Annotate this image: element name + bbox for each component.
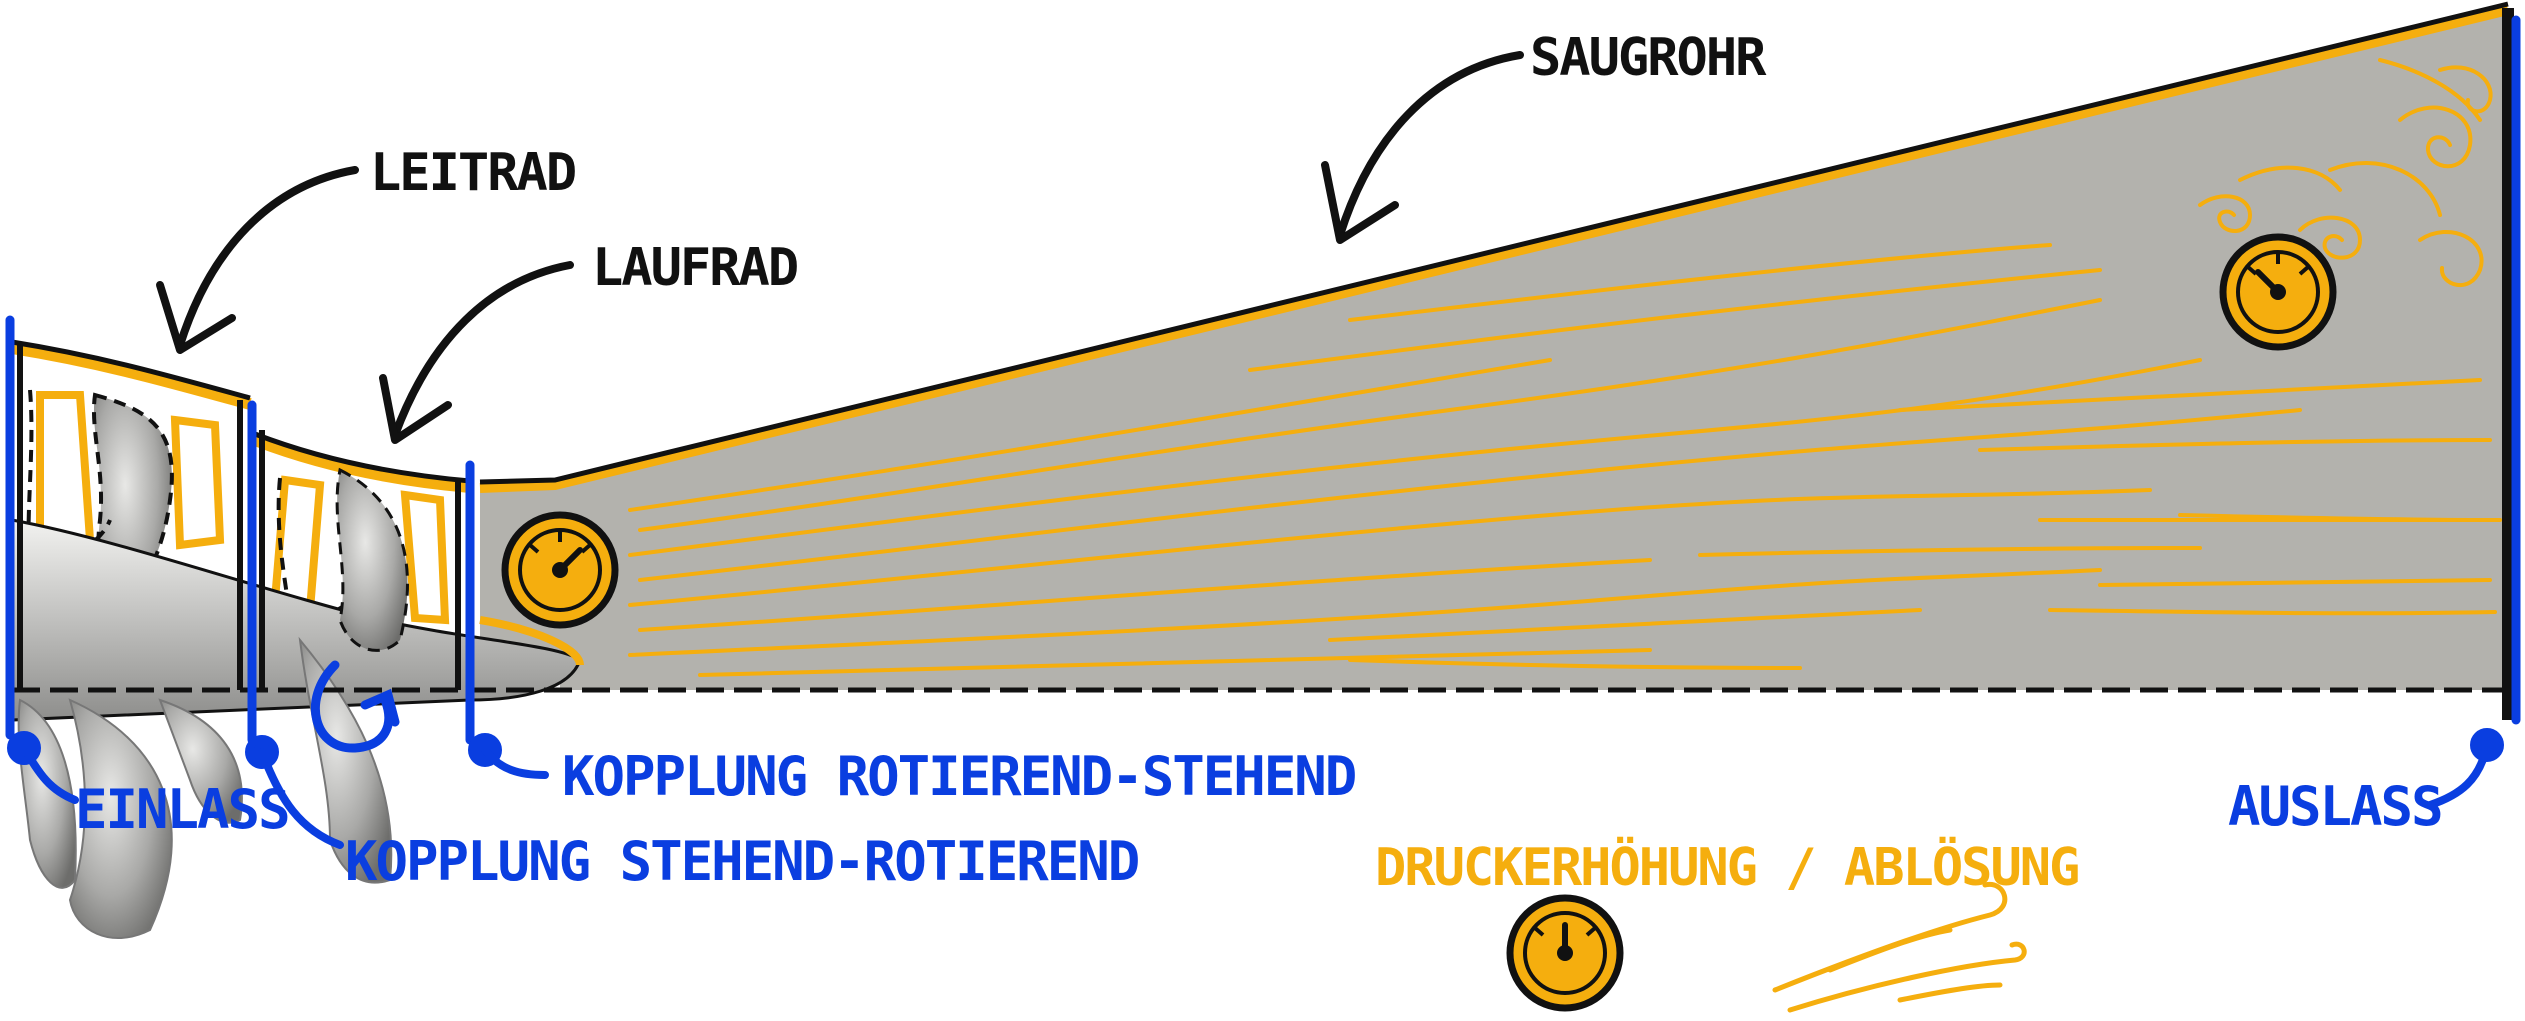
label-kopplung-rotierend-stehend: KOPPLUNG ROTIEREND-STEHEND [562, 745, 1356, 808]
draft-tube [479, 1, 2514, 720]
hub-tip-outline [479, 616, 584, 666]
label-leitrad: LEITRAD [370, 143, 575, 203]
stator-shroud [11, 342, 252, 410]
label-auslass: AUSLASS [2228, 775, 2442, 838]
runner-shroud-outline [254, 431, 471, 484]
pressure-gauge-icon [2219, 233, 2337, 351]
draft-tube-top-wall [479, 5, 2510, 493]
draft-tube-top-outline [479, 1, 2509, 485]
saugrohr-arrow [1336, 51, 1524, 239]
laufrad-arrow [391, 261, 574, 439]
stator-blade-window [170, 415, 225, 550]
separation-swirls [2198, 58, 2493, 288]
stator-blade-window [36, 391, 95, 550]
legend-pressure-separation: DRUCKERHÖHUNG / ABLÖSUNG [1375, 836, 2078, 898]
stator-shroud-outline [11, 339, 251, 401]
callout-arrows [156, 51, 1524, 444]
interfaces [5, 15, 2521, 745]
pressure-gauge-icon [501, 511, 619, 629]
label-kopplung-stehend-rotierend: KOPPLUNG STEHEND-ROTIEREND [345, 830, 1139, 893]
vortex-icon [1772, 881, 2027, 1013]
runner-shroud [252, 434, 471, 493]
runner-blade-window [400, 490, 450, 625]
label-pointers [7, 728, 2504, 849]
pressure-gauge-icon [1506, 894, 1624, 1012]
label-saugrohr: SAUGROHR [1530, 28, 1767, 88]
streamlines [628, 243, 2502, 677]
runner-blades [17, 467, 409, 940]
interface-black-lines [17, 345, 461, 690]
label-laufrad: LAUFRAD [592, 238, 797, 298]
rotation-arrow-icon [310, 660, 400, 753]
label-einlass: EINLASS [75, 778, 289, 841]
leitrad-arrow [176, 166, 359, 349]
draft-tube-fluid [480, 10, 2508, 690]
